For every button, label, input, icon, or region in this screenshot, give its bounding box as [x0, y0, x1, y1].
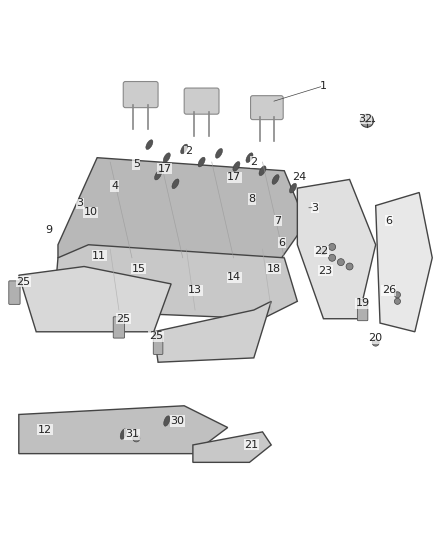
- Text: 19: 19: [356, 298, 370, 309]
- Polygon shape: [193, 432, 271, 462]
- FancyBboxPatch shape: [123, 82, 158, 108]
- Text: 1: 1: [320, 81, 327, 91]
- Polygon shape: [297, 180, 376, 319]
- Text: 26: 26: [381, 286, 396, 295]
- Circle shape: [328, 244, 336, 251]
- Circle shape: [394, 298, 400, 304]
- Text: 2: 2: [185, 146, 192, 156]
- Polygon shape: [19, 406, 228, 454]
- Text: 18: 18: [266, 264, 280, 273]
- Polygon shape: [154, 301, 271, 362]
- Circle shape: [133, 435, 140, 442]
- Ellipse shape: [259, 166, 266, 176]
- FancyBboxPatch shape: [251, 96, 283, 119]
- Text: 25: 25: [116, 314, 131, 324]
- FancyBboxPatch shape: [9, 281, 20, 304]
- FancyBboxPatch shape: [153, 335, 163, 354]
- Text: 32: 32: [358, 114, 372, 124]
- Text: 6: 6: [279, 238, 286, 247]
- Text: 10: 10: [84, 207, 98, 217]
- Circle shape: [360, 114, 374, 127]
- FancyBboxPatch shape: [113, 317, 124, 338]
- Text: 15: 15: [131, 264, 145, 273]
- Text: 3: 3: [76, 198, 83, 208]
- Text: 5: 5: [133, 159, 140, 169]
- Text: 22: 22: [314, 246, 328, 256]
- Circle shape: [337, 259, 344, 265]
- Text: 3: 3: [311, 203, 318, 213]
- Text: 17: 17: [158, 164, 172, 174]
- FancyBboxPatch shape: [184, 88, 219, 114]
- Ellipse shape: [233, 161, 240, 171]
- Text: 7: 7: [274, 216, 281, 226]
- Text: 24: 24: [293, 172, 307, 182]
- Ellipse shape: [290, 183, 297, 193]
- Ellipse shape: [120, 429, 126, 439]
- Polygon shape: [53, 245, 297, 319]
- Text: 4: 4: [111, 181, 118, 191]
- FancyBboxPatch shape: [357, 300, 368, 321]
- Text: 23: 23: [318, 266, 333, 276]
- Text: 8: 8: [248, 194, 255, 204]
- Ellipse shape: [163, 153, 170, 163]
- Text: 17: 17: [227, 172, 241, 182]
- Ellipse shape: [164, 416, 170, 426]
- Text: 2: 2: [250, 157, 258, 167]
- Text: 25: 25: [16, 277, 30, 287]
- Ellipse shape: [180, 144, 188, 154]
- Polygon shape: [376, 192, 432, 332]
- Ellipse shape: [215, 149, 223, 158]
- Text: 6: 6: [385, 216, 392, 226]
- Text: 25: 25: [149, 331, 163, 341]
- Text: 14: 14: [227, 272, 241, 282]
- Text: 21: 21: [244, 440, 259, 450]
- Circle shape: [320, 248, 327, 255]
- Circle shape: [372, 339, 379, 346]
- Ellipse shape: [172, 179, 179, 189]
- Text: 9: 9: [46, 224, 53, 235]
- Ellipse shape: [246, 153, 253, 163]
- Polygon shape: [19, 266, 171, 332]
- Text: 20: 20: [369, 333, 383, 343]
- Text: 13: 13: [188, 286, 202, 295]
- Circle shape: [328, 254, 336, 261]
- Ellipse shape: [146, 140, 153, 150]
- Circle shape: [394, 292, 400, 298]
- Text: 12: 12: [38, 425, 52, 435]
- Circle shape: [346, 263, 353, 270]
- Text: 31: 31: [125, 429, 139, 439]
- Ellipse shape: [198, 157, 205, 167]
- Polygon shape: [58, 158, 306, 266]
- Ellipse shape: [155, 170, 162, 180]
- Text: 11: 11: [92, 251, 106, 261]
- Text: 30: 30: [171, 416, 185, 426]
- Ellipse shape: [272, 175, 279, 184]
